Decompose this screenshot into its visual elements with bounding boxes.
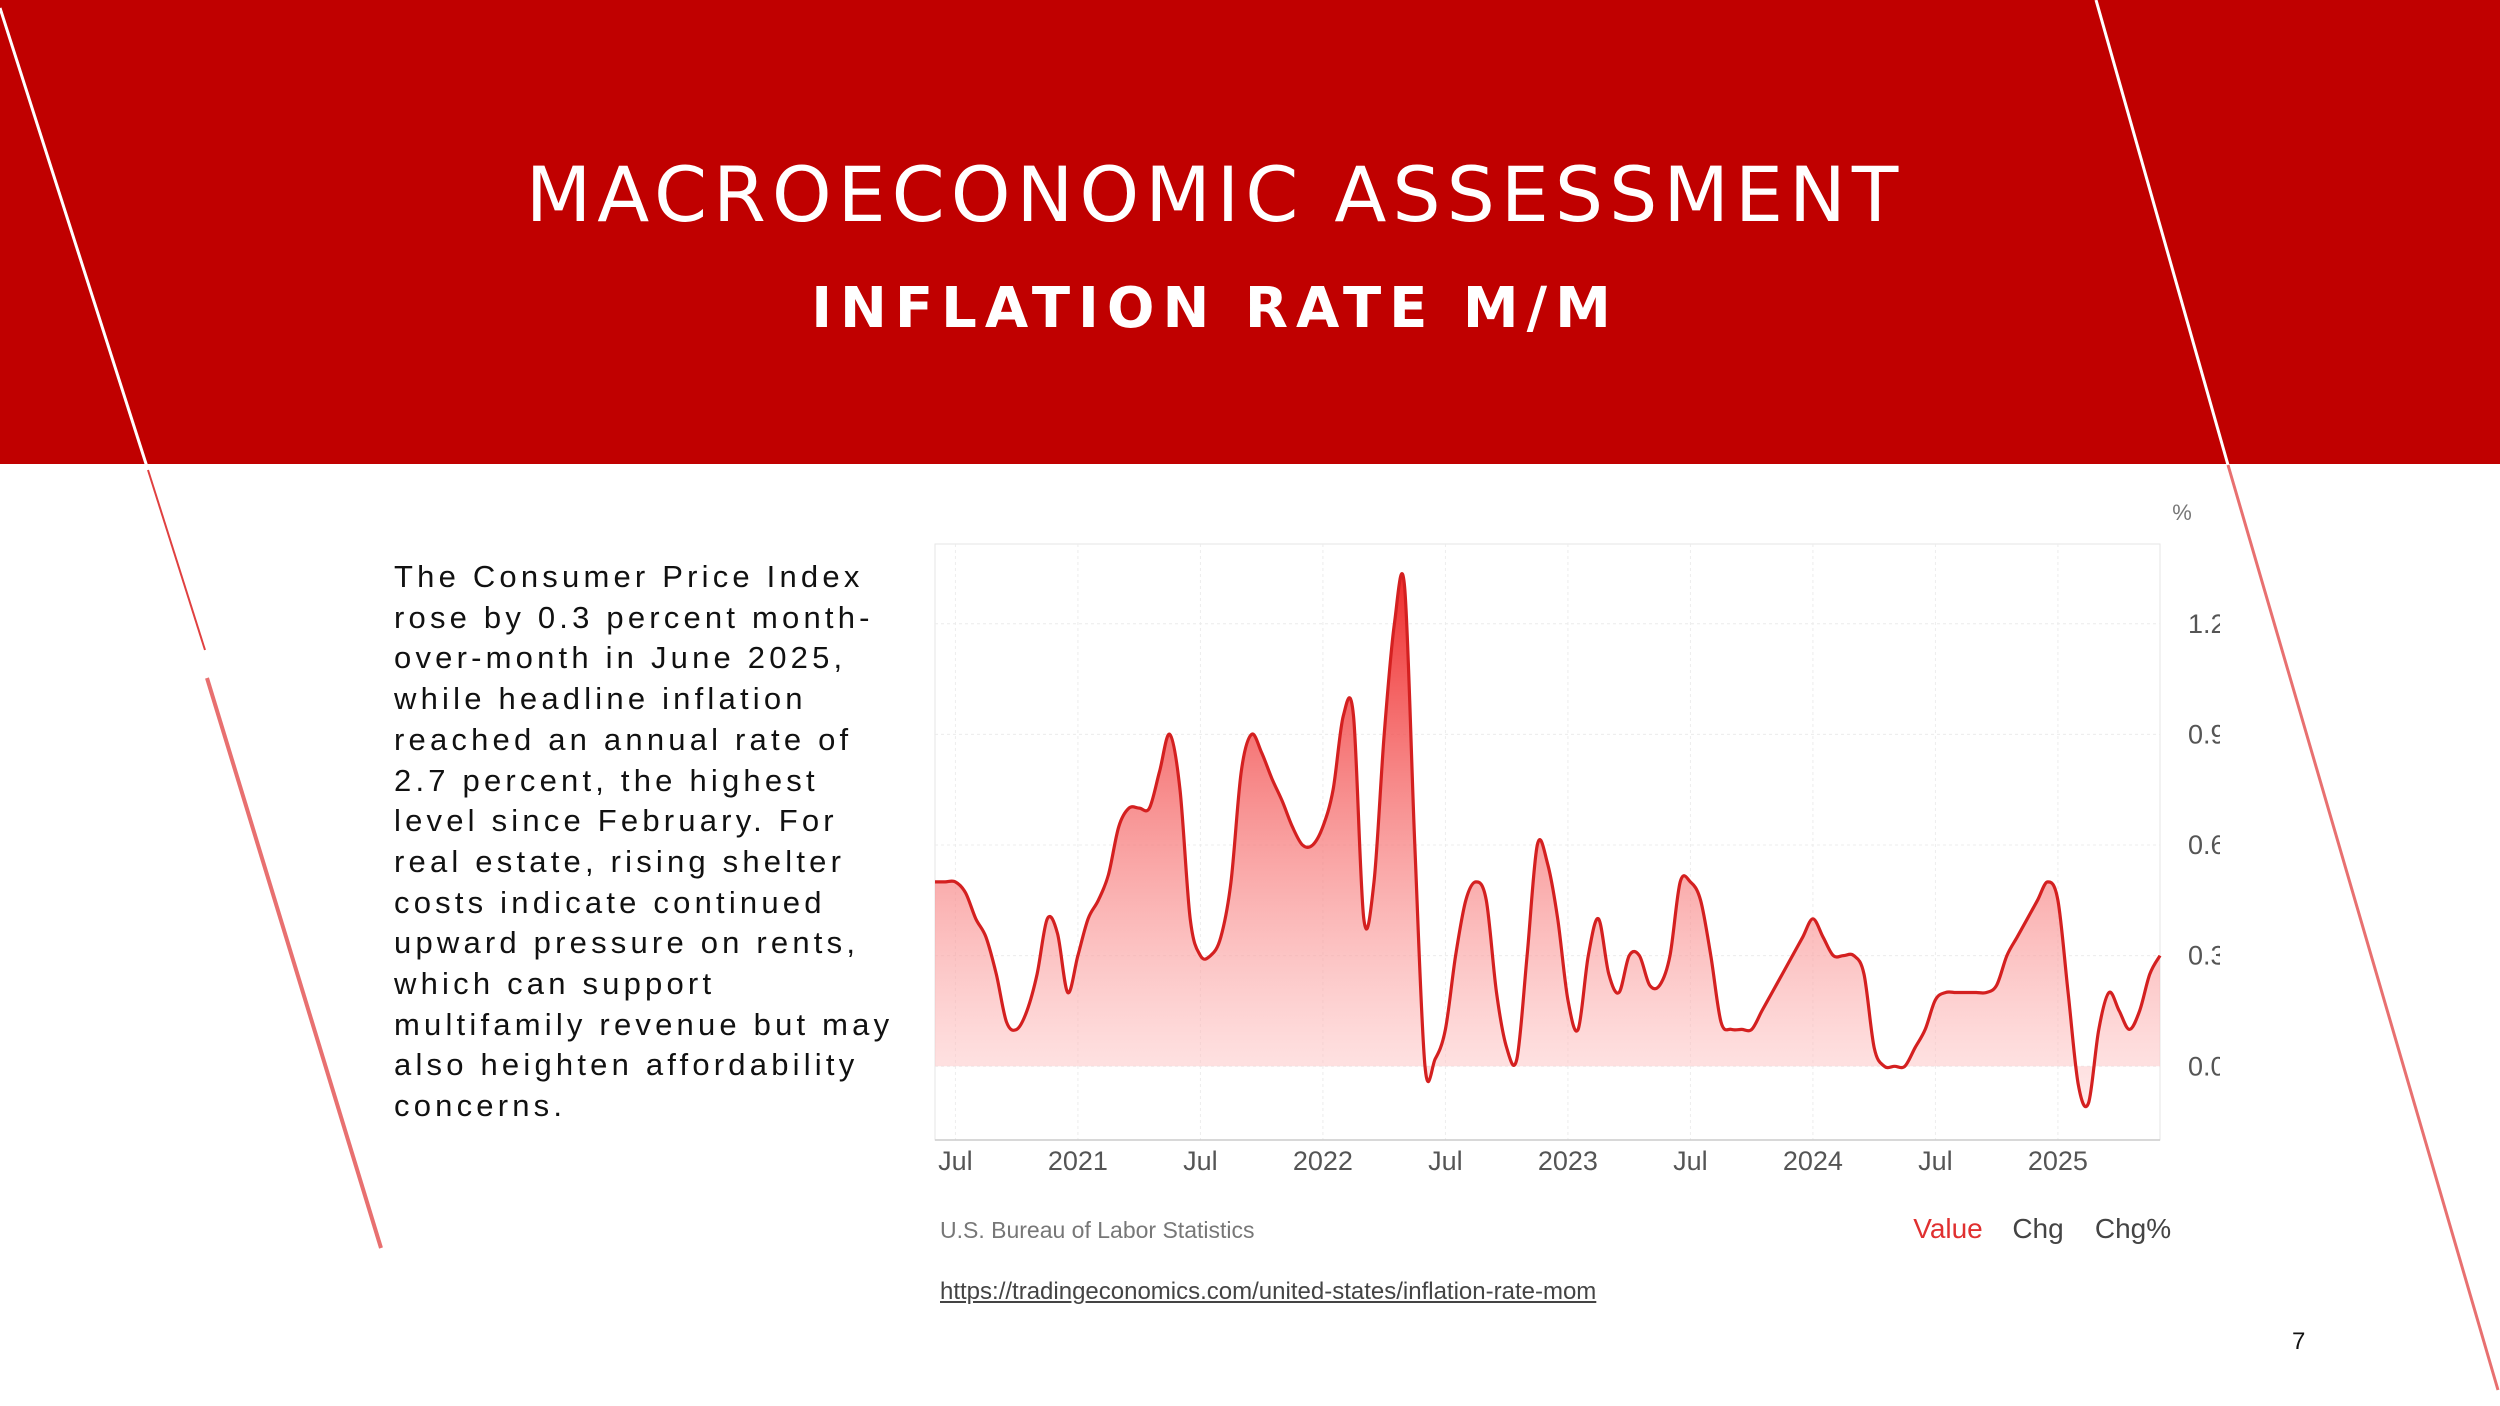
x-tick-label: Jul — [938, 1146, 973, 1176]
y-tick-label: 0.6 — [2188, 830, 2220, 860]
title-banner — [0, 0, 2500, 464]
slide-subtitle: INFLATION RATE M/M — [811, 276, 1619, 341]
legend-item-value[interactable]: Value — [1913, 1213, 1983, 1244]
left-diagonal-line-lower — [147, 469, 206, 651]
x-tick-label: Jul — [1918, 1146, 1953, 1176]
left-accent-line — [205, 677, 383, 1249]
x-tick-label: 2022 — [1293, 1146, 1353, 1176]
x-tick-label: 2023 — [1538, 1146, 1598, 1176]
y-tick-label: 0.3 — [2188, 941, 2220, 971]
x-tick-label: Jul — [1428, 1146, 1463, 1176]
source-link[interactable]: https://tradingeconomics.com/united-stat… — [940, 1278, 1597, 1305]
right-diagonal-line — [2094, 0, 2230, 466]
x-tick-label: 2021 — [1048, 1146, 1108, 1176]
inflation-chart: 0.0 0.3 0.6 0.9 1.2 Jul 2021 Jul 2022 Jul 2023 Jul 2… — [900, 490, 2220, 1270]
left-diagonal-line — [0, 7, 150, 471]
series-line-value — [935, 572, 2162, 1109]
y-tick-label: 1.2 — [2188, 609, 2220, 639]
slide-title: MACROECONOMIC ASSESSMENT — [525, 150, 1905, 239]
x-tick-label: 2024 — [1783, 1146, 1843, 1176]
chart-legend: Value Chg Chg% — [1913, 1213, 2171, 1244]
body-text: The Consumer Price Index rose by 0.3 per… — [394, 559, 894, 1124]
x-tick-label: Jul — [1183, 1146, 1218, 1176]
chart-source-label: U.S. Bureau of Labor Statistics — [940, 1217, 1255, 1243]
area-layer — [935, 572, 2162, 1109]
y-unit-label: % — [2172, 500, 2192, 525]
chart-svg: 0.0 0.3 0.6 0.9 1.2 Jul 2021 Jul 2022 Jul 2023 Jul 2… — [934, 500, 2220, 1244]
page-number: 7 — [2292, 1328, 2306, 1355]
legend-item-chg-pct[interactable]: Chg% — [2095, 1213, 2171, 1244]
series-area-fill — [935, 573, 2160, 1107]
y-tick-label: 0.0 — [2188, 1051, 2220, 1081]
x-tick-label: 2025 — [2028, 1146, 2088, 1176]
right-accent-line — [2226, 464, 2500, 1391]
axis-layer: 0.0 0.3 0.6 0.9 1.2 Jul 2021 Jul 2022 Jul 2023 Jul 2… — [935, 609, 2220, 1176]
y-tick-label: 0.9 — [2188, 719, 2220, 749]
legend-item-chg[interactable]: Chg — [2012, 1213, 2063, 1244]
x-tick-label: Jul — [1673, 1146, 1708, 1176]
